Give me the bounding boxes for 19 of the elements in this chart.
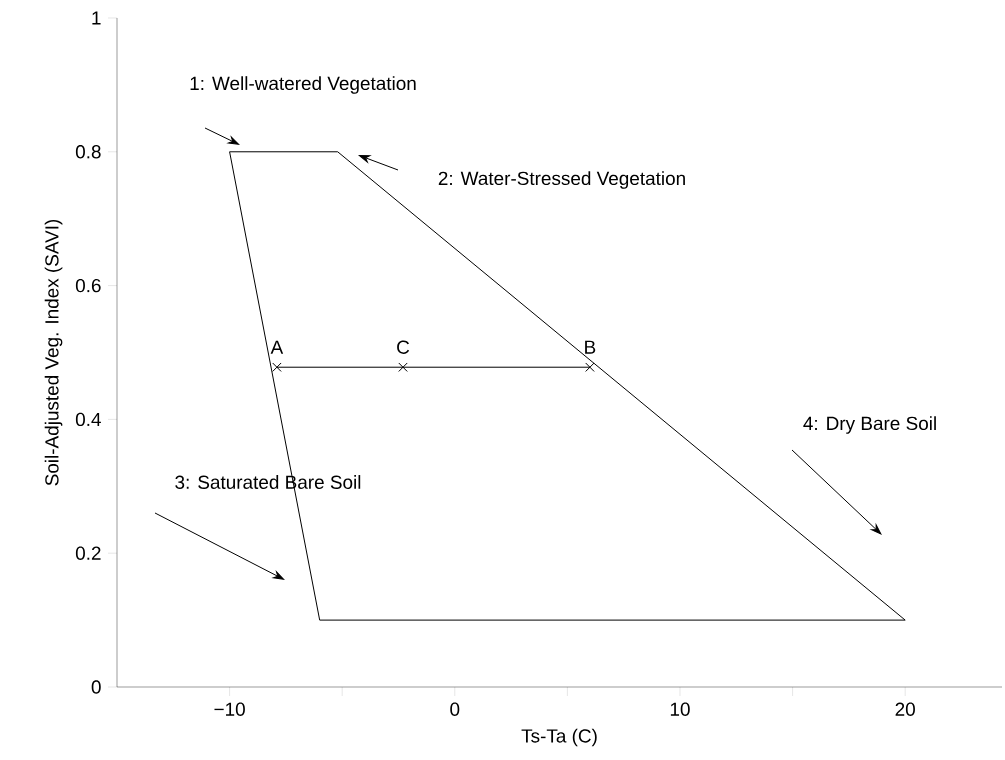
y-tick-label: 0.2 [75, 546, 101, 560]
annotation: 2: Water-Stressed Vegetation [438, 171, 685, 189]
y-tick-label: 0.8 [75, 145, 101, 159]
y-axis-title: Soil-Adjusted Veg. Index (SAVI) [44, 219, 63, 486]
x-tick-label: 20 [895, 702, 915, 716]
annotation: B [585, 340, 596, 354]
y-tick-label: 0 [91, 680, 101, 694]
annotation: 3: Saturated Bare Soil [175, 475, 361, 489]
x-axis-title: Ts-Ta (C) [521, 728, 597, 747]
y-tick-label: 0.4 [75, 412, 101, 427]
x-tick-label: 10 [670, 702, 690, 716]
annotation: 1: Well-watered Vegetation [190, 76, 416, 94]
annotation: A [270, 340, 284, 354]
x-tick-label: −10 [214, 702, 245, 716]
annotation: 4: Dry Bare Soil [803, 416, 936, 434]
x-tick-label: 0 [450, 702, 460, 716]
annotation: C [397, 340, 410, 354]
y-tick-label: 0.6 [75, 278, 101, 293]
y-tick-label: 1 [92, 11, 101, 25]
